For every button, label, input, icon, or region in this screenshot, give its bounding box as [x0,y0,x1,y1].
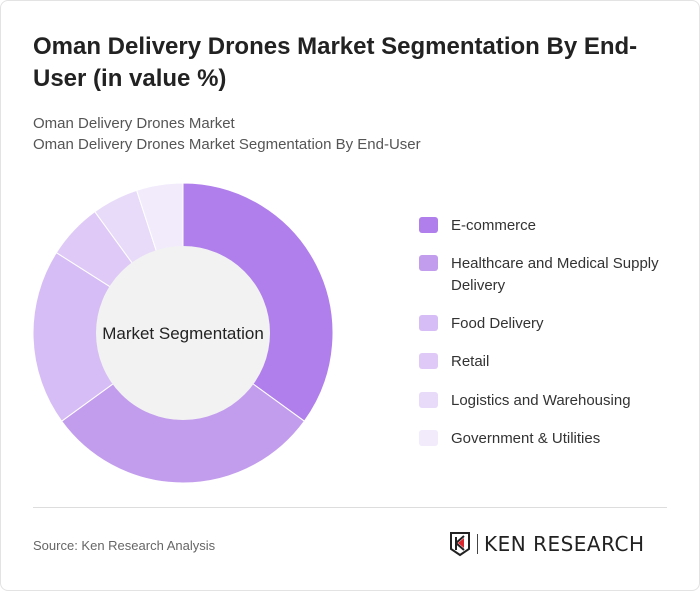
legend-item[interactable]: Logistics and Warehousing [419,390,679,412]
donut-center [96,246,270,420]
subtitle-segmentation: Oman Delivery Drones Market Segmentation… [33,136,421,153]
subtitle-market: Oman Delivery Drones Market [33,115,235,132]
legend-item[interactable]: Healthcare and Medical Supply Delivery [419,253,679,297]
legend-item[interactable]: Retail [419,351,679,373]
center-label: Market Segmentation [102,324,264,343]
legend-swatch [419,255,438,271]
legend-swatch [419,430,438,446]
legend-label: E-commerce [451,217,537,234]
legend-label: Food Delivery [451,315,544,332]
legend-label: Healthcare and Medical Supply Delivery [451,255,659,294]
legend-item[interactable]: Food Delivery [419,313,679,335]
ken-research-logo: KEN RESEARCH [449,531,645,557]
legend-item[interactable]: E-commerce [419,215,679,237]
legend-item[interactable]: Government & Utilities [419,428,679,450]
chart-title: Oman Delivery Drones Market Segmentation… [33,33,638,92]
legend-swatch [419,392,438,408]
ken-logo-icon [450,532,470,557]
legend-label: Government & Utilities [451,430,601,447]
legend-swatch [419,353,438,369]
divider [33,507,667,508]
donut-chart: Market Segmentation [32,182,334,484]
legend-label: Logistics and Warehousing [451,392,631,409]
logo-text: KEN RESEARCH [484,532,645,556]
legend-swatch [419,315,438,331]
legend-label: Retail [451,353,490,370]
source-note: Source: Ken Research Analysis [33,538,216,553]
legend-swatch [419,217,438,233]
